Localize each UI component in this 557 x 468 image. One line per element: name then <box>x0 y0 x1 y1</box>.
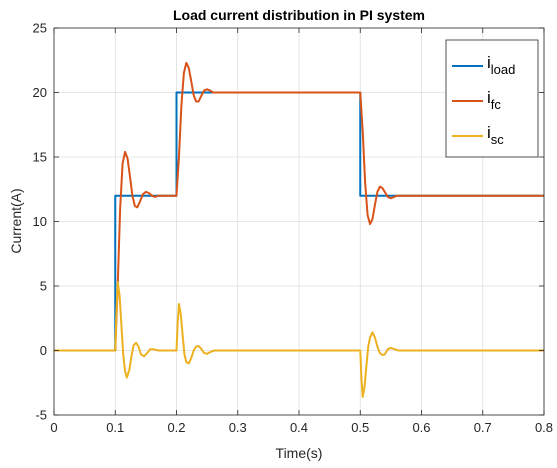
y-tick-label: 20 <box>33 85 47 100</box>
y-axis-label: Current(A) <box>8 188 24 253</box>
chart-title: Load current distribution in PI system <box>173 7 425 23</box>
legend-label-subscript: load <box>491 62 516 77</box>
legend-label-main: i <box>487 88 491 107</box>
legend-box <box>445 39 539 158</box>
x-tick-label: 0.1 <box>106 420 124 435</box>
series-line-fc <box>54 61 544 352</box>
x-tick-label: 0.6 <box>412 420 430 435</box>
legend-label-main: i <box>487 123 491 142</box>
y-tick-label: 10 <box>33 214 47 229</box>
ticks <box>53 27 545 416</box>
series-layer <box>54 61 544 398</box>
x-axis-label: Time(s) <box>276 445 323 461</box>
y-tick-label: 0 <box>40 343 47 358</box>
x-tick-label: 0.2 <box>167 420 185 435</box>
x-tick-label: 0.7 <box>474 420 492 435</box>
x-tick-label: 0.5 <box>351 420 369 435</box>
legend-label-subscript: fc <box>491 97 502 112</box>
x-tick-label: 0.8 <box>535 420 553 435</box>
legend-label-main: i <box>487 53 491 72</box>
x-tick-label: 0.3 <box>229 420 247 435</box>
y-tick-label: -5 <box>35 408 47 423</box>
x-tick-label: 0 <box>50 420 57 435</box>
legend-label-fc: ifc <box>487 88 501 112</box>
legend-label-load: iload <box>487 53 515 77</box>
y-tick-label: 15 <box>33 150 47 165</box>
y-tick-label: 5 <box>40 279 47 294</box>
y-tick-label: 25 <box>33 21 47 36</box>
legend-label-subscript: sc <box>491 132 505 147</box>
series-line-sc <box>54 281 544 398</box>
legend-label-sc: isc <box>487 123 504 147</box>
x-tick-label: 0.4 <box>290 420 308 435</box>
